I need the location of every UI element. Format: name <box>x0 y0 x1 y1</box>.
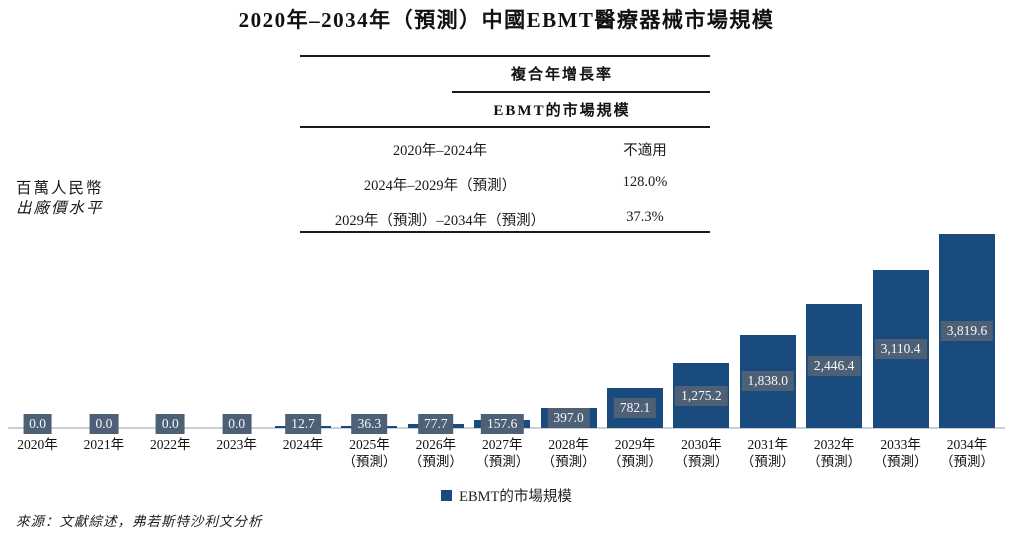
table-row-value: 不適用 <box>623 143 667 159</box>
data-label-2026年（預測）: 77.7 <box>418 414 454 434</box>
table-row-period: 2029年（預測）–2034年（預測） <box>334 213 546 229</box>
unit-line-price-level: 出廠價水平 <box>16 200 104 217</box>
table-border-bottom <box>300 231 710 233</box>
x-tick-2022年: 2022年 <box>150 437 191 452</box>
legend-swatch-icon <box>441 490 453 501</box>
chart-legend: EBMT的市場規模 <box>0 485 1013 506</box>
x-tick-2024年: 2024年 <box>282 437 324 452</box>
data-label-2029年（預測）: 782.1 <box>613 398 657 419</box>
table-row-period: 2020年–2024年 <box>392 143 488 159</box>
table-border-top <box>300 55 710 57</box>
data-label-2032年（預測）: 2,446.4 <box>807 355 861 376</box>
data-label-2020年: 0.0 <box>23 414 52 434</box>
x-tick-2032年（預測）: 2032年 （預測） <box>807 437 862 469</box>
x-tick-2034年（預測）: 2034年 （預測） <box>939 437 994 469</box>
y-axis-unit-note: 百萬人民幣 出廠價水平 <box>16 179 104 219</box>
chart-title: 2020年–2034年（預測）中國EBMT醫療器械市場規模 <box>238 8 775 32</box>
x-tick-2025年（預測）: 2025年 （預測） <box>342 437 397 469</box>
x-tick-2028年（預測）: 2028年 （預測） <box>541 437 596 469</box>
x-tick-2023年: 2023年 <box>216 437 257 452</box>
table-row-value: 128.0% <box>622 174 668 190</box>
data-label-2027年（預測）: 157.6 <box>481 413 524 434</box>
data-label-2033年（預測）: 3,110.4 <box>874 339 927 359</box>
table-rule-header-bottom <box>300 126 710 128</box>
table-row-period: 2024年–2029年（預測） <box>363 178 517 194</box>
x-tick-2020年: 2020年 <box>17 437 58 452</box>
legend-label: EBMT的市場規模 <box>459 489 572 505</box>
data-label-2034年（預測）: 3,819.6 <box>940 321 994 341</box>
data-label-2025年（預測）: 36.3 <box>351 414 388 434</box>
table-header-series: EBMT的市場規模 <box>493 103 631 119</box>
x-tick-2021年: 2021年 <box>83 437 125 452</box>
x-tick-2026年（預測）: 2026年 （預測） <box>408 437 463 469</box>
source-note: 來源：文獻綜述，弗若斯特沙利文分析 <box>16 514 263 529</box>
x-tick-2029年（預測）: 2029年 （預測） <box>608 437 662 469</box>
table-header-cagr: 複合年增長率 <box>510 67 613 83</box>
data-label-2030年（預測）: 1,275.2 <box>675 385 728 406</box>
unit-line-currency: 百萬人民幣 <box>16 180 104 197</box>
table-row-value: 37.3% <box>626 209 664 225</box>
table-rule-mid <box>452 91 710 93</box>
x-tick-2030年（預測）: 2030年 （預測） <box>674 437 729 469</box>
data-label-2022年: 0.0 <box>155 414 185 434</box>
data-label-2031年（預測）: 1,838.0 <box>741 371 795 392</box>
x-tick-2033年（預測）: 2033年 （預測） <box>873 437 928 469</box>
data-label-2023年: 0.0 <box>222 414 252 434</box>
data-label-2021年: 0.0 <box>89 414 119 434</box>
data-label-2028年（預測）: 397.0 <box>547 407 590 428</box>
x-tick-2031年（預測）: 2031年 （預測） <box>740 437 795 469</box>
data-label-2024年: 12.7 <box>285 414 321 434</box>
x-tick-2027年（預測）: 2027年 （預測） <box>475 437 530 469</box>
bar-chart: 0.0 2020年 0.0 2021年 0.0 2022年 0.0 2023年 12.7 2024… <box>0 230 1013 480</box>
